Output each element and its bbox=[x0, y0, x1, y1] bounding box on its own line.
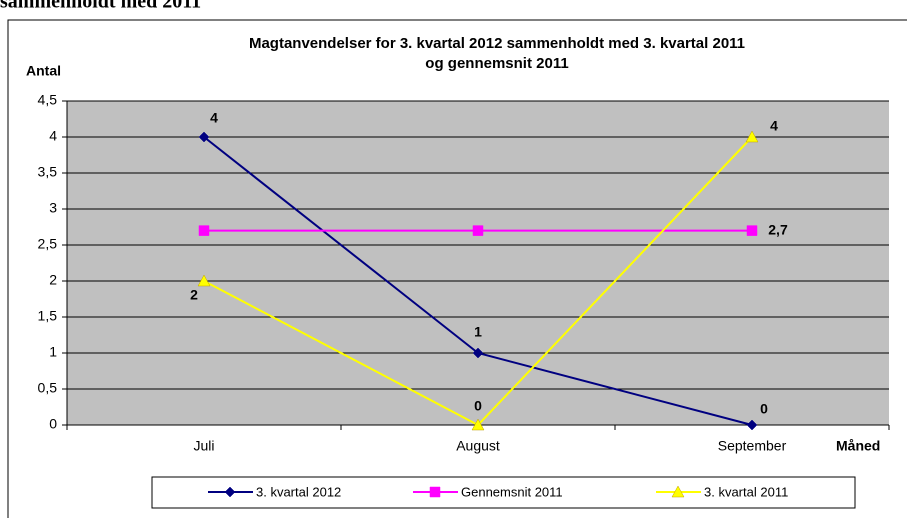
chart-title: og gennemsnit 2011 bbox=[425, 55, 568, 72]
data-label: 0 bbox=[474, 398, 482, 414]
x-tick-label: August bbox=[456, 438, 500, 454]
point bbox=[472, 347, 484, 359]
x-tick-label: September bbox=[718, 438, 787, 454]
point bbox=[197, 274, 211, 287]
y-tick-label: 4 bbox=[49, 128, 57, 144]
data-label: 4 bbox=[210, 110, 218, 126]
chart-title: Magtanvendelser for 3. kvartal 2012 samm… bbox=[249, 35, 745, 52]
y-tick-label: 1 bbox=[49, 344, 57, 360]
point bbox=[472, 225, 484, 236]
point bbox=[745, 130, 759, 143]
y-tick-label: 4,5 bbox=[38, 92, 58, 108]
data-label: 2,7 bbox=[768, 221, 788, 237]
y-tick-label: 3,5 bbox=[38, 164, 58, 180]
point bbox=[746, 225, 758, 236]
data-label: 4 bbox=[770, 118, 778, 134]
legend-label: Gennemsnit 2011 bbox=[461, 484, 563, 499]
plot-area bbox=[67, 101, 889, 425]
x-tick-label: Juli bbox=[193, 438, 214, 454]
x-axis-label: Måned bbox=[836, 438, 880, 454]
data-label: 2 bbox=[190, 287, 198, 303]
legend-label: 3. kvartal 2011 bbox=[704, 484, 788, 499]
point bbox=[198, 131, 210, 143]
point bbox=[471, 418, 485, 431]
y-tick-label: 2 bbox=[49, 272, 57, 288]
data-label: 1 bbox=[474, 324, 482, 340]
point bbox=[198, 225, 210, 236]
y-tick-label: 0 bbox=[49, 416, 57, 432]
y-axis-label: Antal bbox=[26, 63, 61, 79]
legend-label: 3. kvartal 2012 bbox=[256, 484, 341, 499]
legend-marker bbox=[224, 486, 236, 498]
legend-marker bbox=[671, 485, 685, 498]
point bbox=[746, 419, 758, 431]
caption: sammenholdt med 2011 bbox=[0, 0, 201, 13]
y-tick-label: 3 bbox=[49, 200, 57, 216]
y-tick-label: 2,5 bbox=[38, 236, 58, 252]
y-tick-label: 1,5 bbox=[38, 308, 58, 324]
legend-marker bbox=[429, 486, 441, 498]
legend bbox=[151, 476, 856, 509]
data-label: 0 bbox=[760, 401, 768, 417]
y-tick-label: 0,5 bbox=[38, 380, 58, 396]
